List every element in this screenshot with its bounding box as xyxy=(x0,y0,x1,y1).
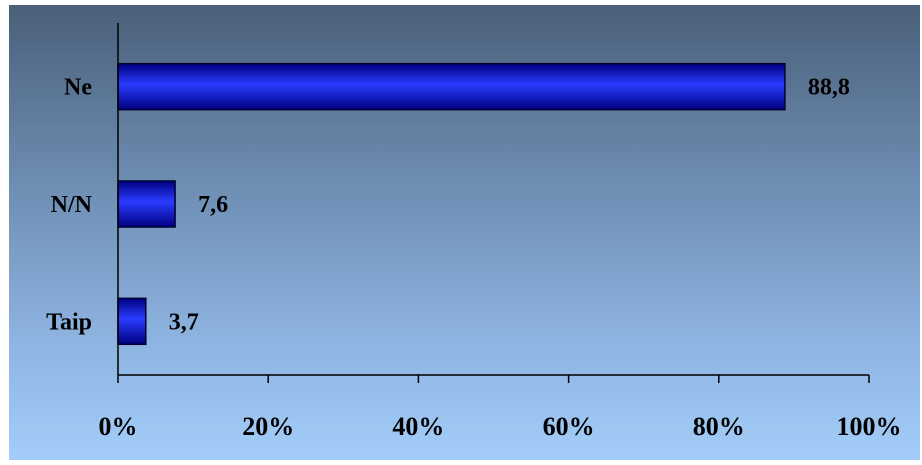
bar-ne xyxy=(117,62,786,111)
x-tick-label-100: 100% xyxy=(837,412,902,441)
value-label-n-n: 7,6 xyxy=(198,192,228,218)
labels-layer: Ne 88,8 N/N 7,6 Taip 3,7 0% 20% 40% 60% 80% 100% xyxy=(46,75,901,441)
chart-area: Ne 88,8 N/N 7,6 Taip 3,7 0% 20% 40% 60% 80% 100% xyxy=(9,5,920,460)
bars-layer xyxy=(117,62,786,346)
x-tick-label-60: 60% xyxy=(543,412,595,441)
x-tick-label-80: 80% xyxy=(693,412,745,441)
value-label-taip: 3,7 xyxy=(169,309,199,335)
axes-layer xyxy=(117,23,870,383)
x-tick-label-20: 20% xyxy=(242,412,294,441)
category-label-n-n: N/N xyxy=(51,192,93,218)
bar-chart: Ne 88,8 N/N 7,6 Taip 3,7 0% 20% 40% 60% 80% 100% xyxy=(46,23,902,441)
category-label-ne: Ne xyxy=(64,75,92,101)
category-label-taip: Taip xyxy=(46,309,92,335)
value-label-ne: 88,8 xyxy=(808,75,850,101)
x-tick-label-40: 40% xyxy=(392,412,444,441)
bar-n-n xyxy=(117,180,176,228)
x-tick-label-0: 0% xyxy=(99,412,138,441)
bar-taip xyxy=(117,297,147,346)
